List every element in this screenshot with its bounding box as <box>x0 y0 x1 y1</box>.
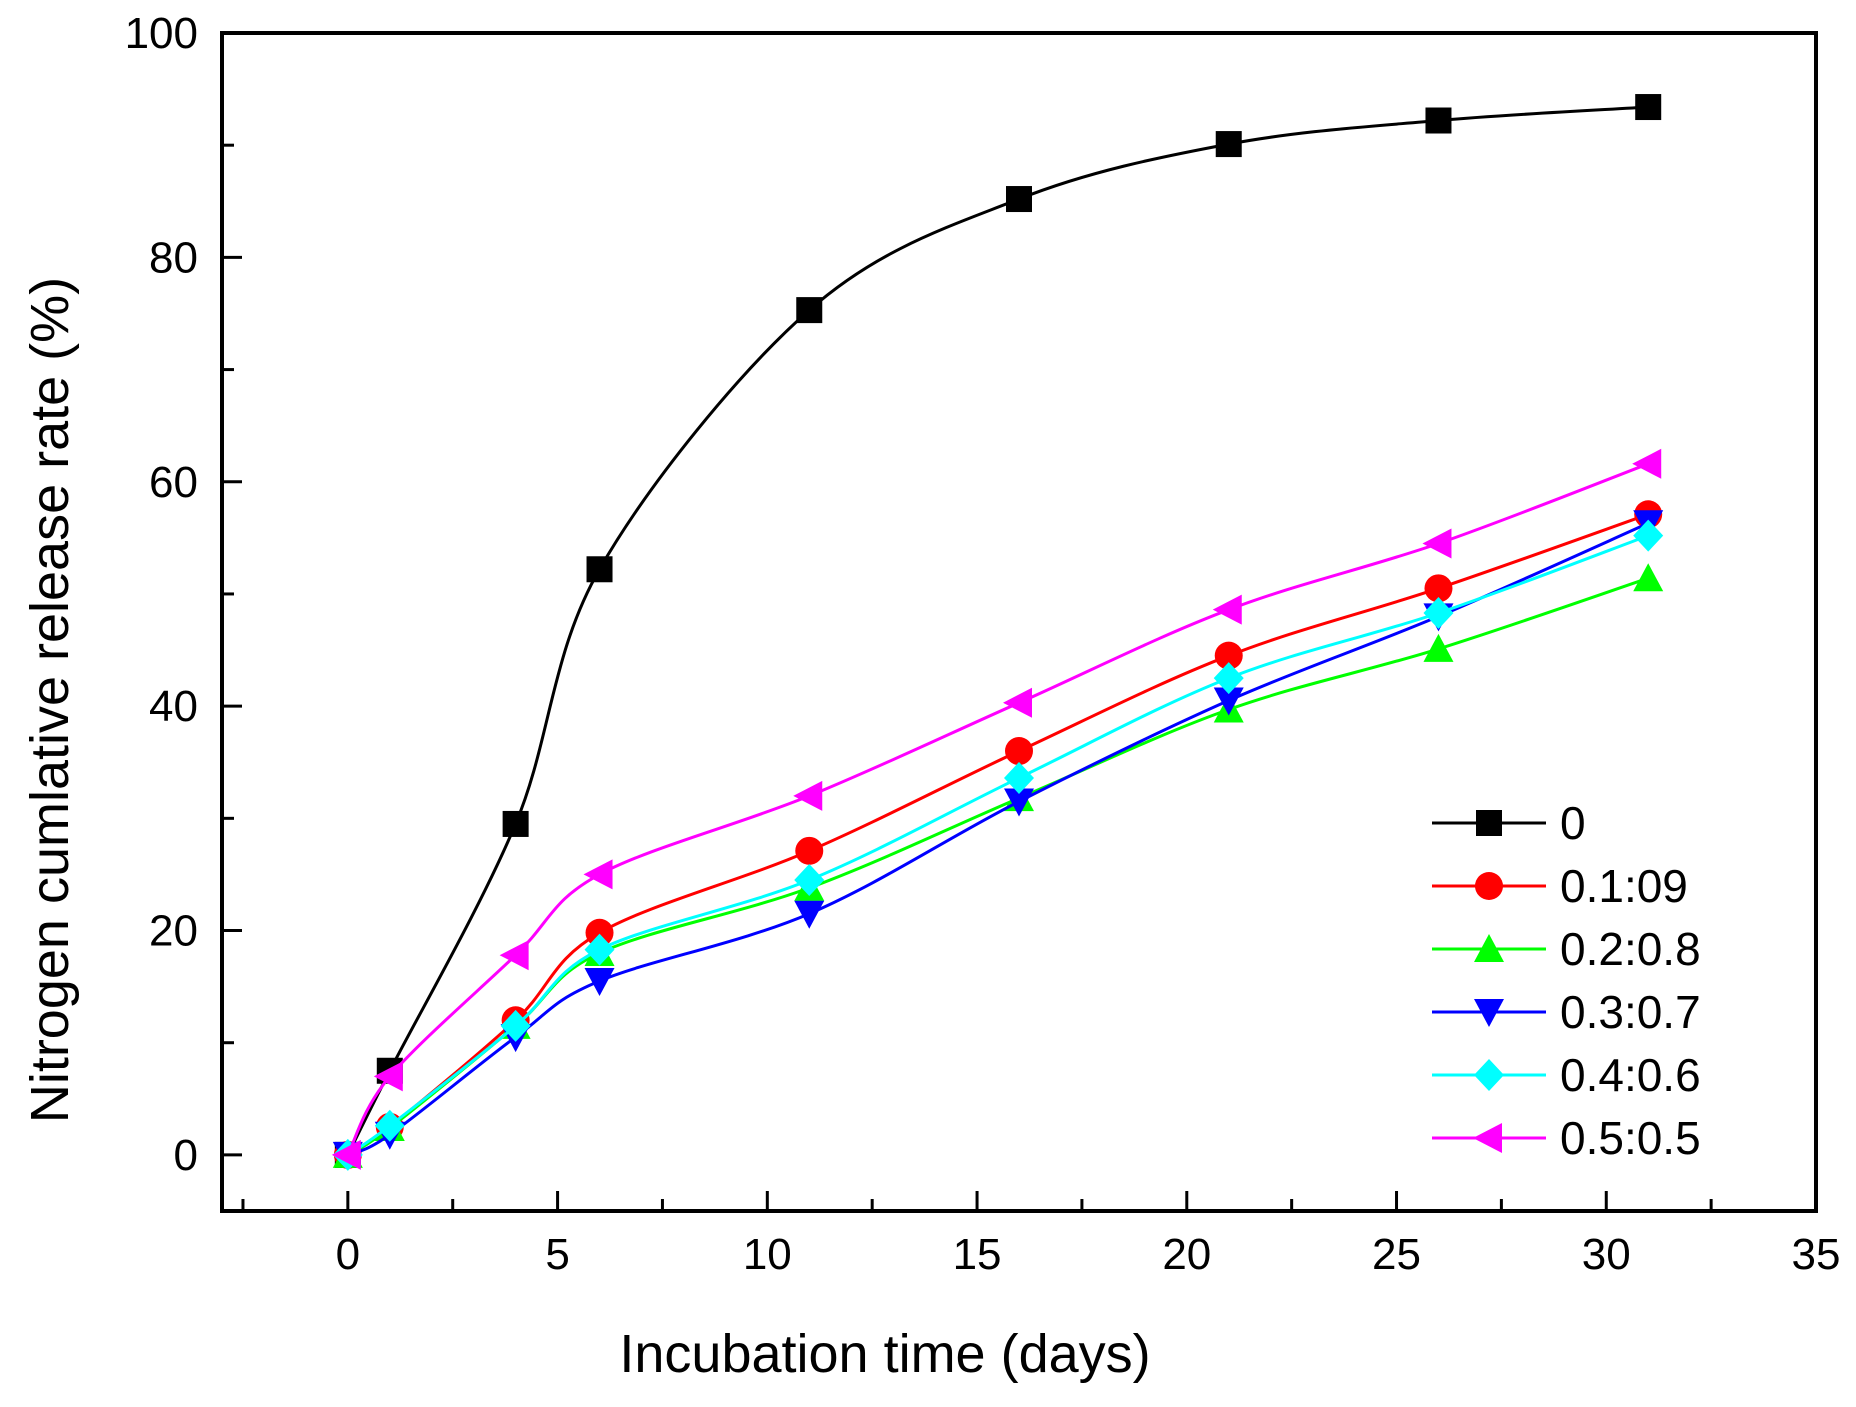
y-tick-label: 0 <box>174 1131 198 1180</box>
series-line <box>346 462 1649 1156</box>
legend-marker <box>1476 810 1502 836</box>
y-axis-title: Nitrogen cumlative release rate (%) <box>20 277 80 1123</box>
data-point <box>502 810 529 837</box>
data-point <box>583 859 613 890</box>
data-point <box>1213 662 1244 695</box>
legend-label: 0.5:0.5 <box>1560 1112 1701 1164</box>
data-point <box>1424 574 1453 603</box>
x-tick-label: 35 <box>1792 1230 1841 1279</box>
data-point <box>1003 687 1032 718</box>
legend-marker <box>1474 934 1504 962</box>
legend-item: 0.3:0.7 <box>1432 986 1701 1038</box>
data-point <box>1006 186 1032 213</box>
y-tick-label: 100 <box>125 9 198 58</box>
series-2 <box>333 500 1663 1169</box>
series-line <box>346 534 1649 1157</box>
series-layer <box>331 94 1664 1171</box>
legend-item: 0 <box>1432 797 1586 849</box>
y-axis: 0 20 40 60 80 100 <box>125 9 242 1180</box>
data-point <box>794 900 825 929</box>
y-tick-label: 40 <box>149 682 198 731</box>
legend-item: 0.2:0.8 <box>1432 923 1701 975</box>
data-point <box>1213 687 1244 716</box>
data-point <box>1633 563 1664 592</box>
data-point <box>1423 597 1454 630</box>
data-point <box>793 780 823 811</box>
legend-label: 0.2:0.8 <box>1560 923 1701 975</box>
data-point <box>1214 641 1243 670</box>
data-point <box>374 1109 405 1142</box>
x-tick-label: 10 <box>743 1230 792 1279</box>
series-line <box>346 512 1649 1157</box>
legend-marker <box>1473 1123 1502 1153</box>
legend-label: 0 <box>1560 797 1586 849</box>
x-tick-label: 30 <box>1582 1230 1631 1279</box>
legend-label: 0.1:09 <box>1560 860 1688 912</box>
legend-item: 0.1:09 <box>1432 860 1688 912</box>
legend-label: 0.4:0.6 <box>1560 1049 1701 1101</box>
series-4 <box>332 510 1664 1170</box>
data-point <box>1422 528 1452 559</box>
series-6 <box>331 448 1662 1170</box>
data-point <box>499 940 529 971</box>
data-point <box>331 1139 361 1170</box>
data-point <box>1212 594 1242 625</box>
series-line <box>346 576 1649 1157</box>
x-tick-label: 20 <box>1162 1230 1211 1279</box>
data-point <box>796 297 823 324</box>
data-point <box>584 933 615 966</box>
x-tick-label: 15 <box>953 1230 1002 1279</box>
legend: 0 0.1:09 0.2:0.8 0.3:0.7 0.4:0.6 0.5:0.5 <box>1432 797 1701 1164</box>
data-point <box>1632 448 1662 479</box>
legend-marker <box>1474 1059 1504 1091</box>
data-point <box>1425 107 1452 134</box>
data-point <box>586 556 613 583</box>
x-tick-label: 0 <box>336 1230 360 1279</box>
legend-marker <box>1474 999 1504 1027</box>
x-axis: 0 5 10 15 20 25 30 35 <box>241 1191 1841 1279</box>
data-point <box>1004 761 1034 794</box>
plot-border <box>220 31 1818 1213</box>
data-point <box>794 864 825 897</box>
y-tick-label: 20 <box>149 907 198 956</box>
series-5 <box>332 519 1664 1171</box>
x-tick-label: 25 <box>1372 1230 1421 1279</box>
x-tick-label: 5 <box>545 1230 569 1279</box>
data-point <box>584 968 615 997</box>
data-point <box>795 836 824 865</box>
plot-frame <box>220 31 1818 1213</box>
data-point <box>585 918 614 947</box>
data-point <box>1215 131 1242 158</box>
legend-marker <box>1475 872 1503 900</box>
data-point <box>1635 94 1662 121</box>
data-point <box>1005 737 1033 766</box>
legend-item: 0.4:0.6 <box>1432 1049 1701 1101</box>
data-point <box>373 1061 403 1092</box>
y-tick-label: 60 <box>149 458 198 507</box>
legend-item: 0.5:0.5 <box>1432 1112 1701 1164</box>
series-3 <box>332 563 1664 1168</box>
legend-label: 0.3:0.7 <box>1560 986 1701 1038</box>
data-point <box>1633 519 1664 552</box>
y-tick-label: 80 <box>149 233 198 282</box>
data-point <box>1004 788 1034 817</box>
data-point <box>1423 633 1454 662</box>
data-point <box>500 1009 531 1042</box>
series-line <box>347 521 1649 1157</box>
x-axis-title: Incubation time (days) <box>619 1324 1150 1384</box>
